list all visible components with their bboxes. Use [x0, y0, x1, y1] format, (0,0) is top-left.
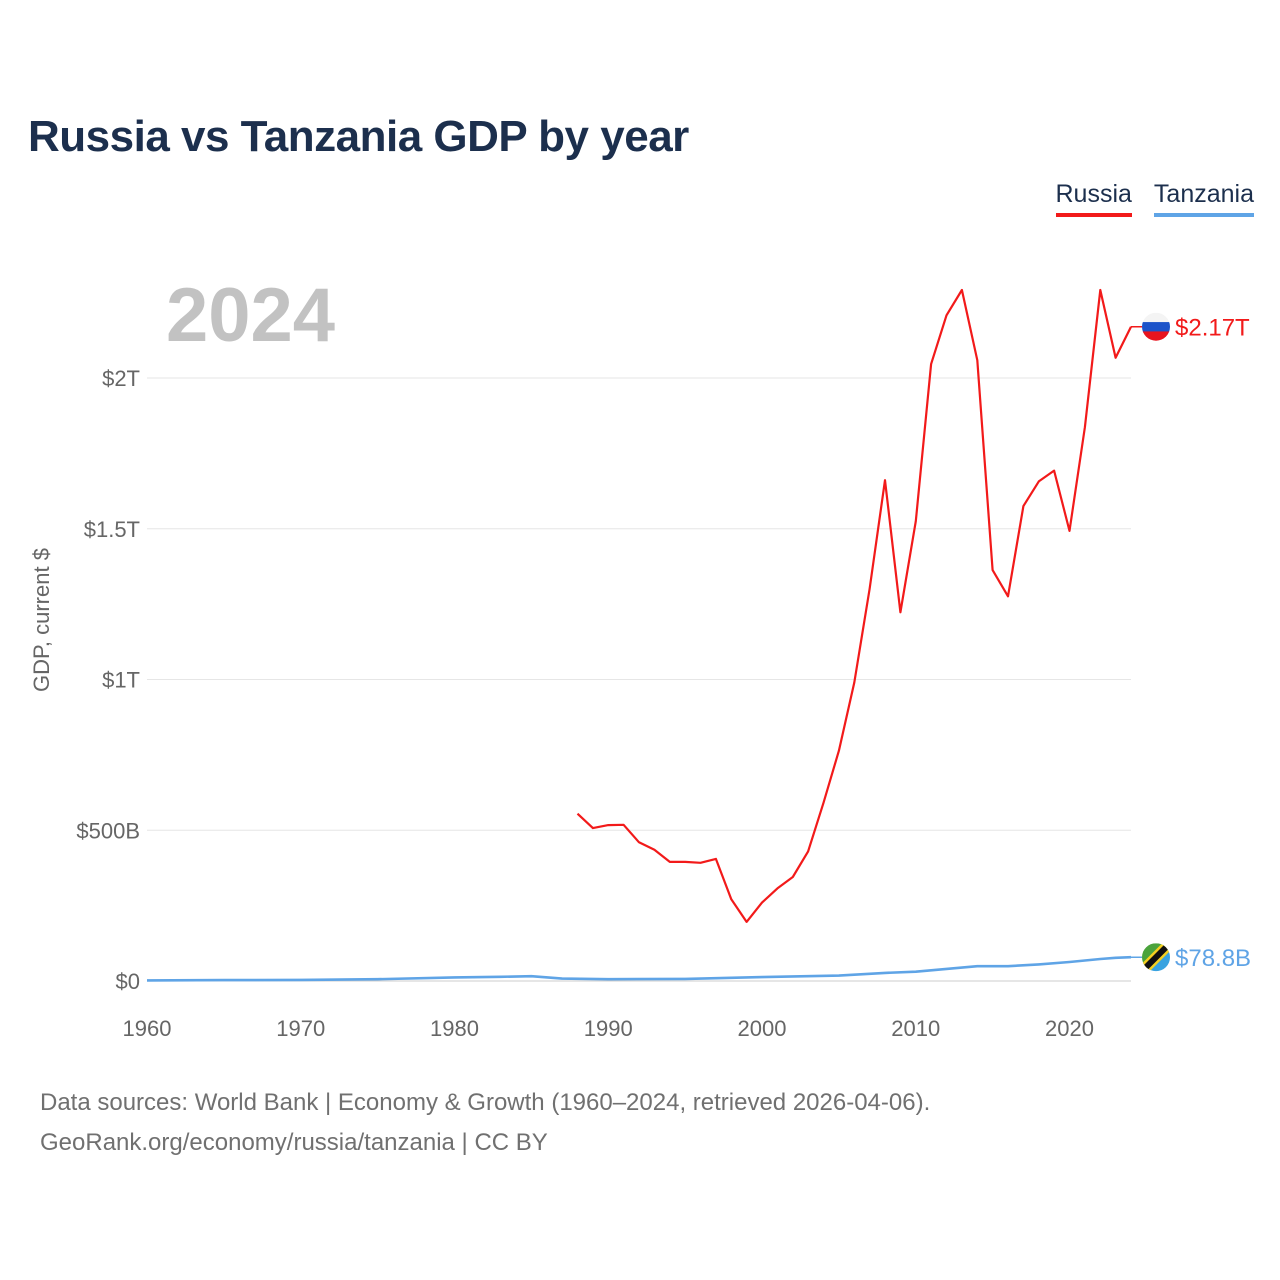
legend-item-russia[interactable]: Russia: [1055, 180, 1132, 217]
x-tick-label: 2010: [891, 1016, 940, 1041]
tanzania-flag-icon: [1142, 943, 1170, 972]
russia-flag-icon: [1142, 312, 1170, 341]
chart-title: Russia vs Tanzania GDP by year: [28, 112, 689, 161]
x-tick-label: 1990: [584, 1016, 633, 1041]
y-tick-label: $0: [116, 969, 140, 994]
x-tick-label: 1970: [276, 1016, 325, 1041]
x-tick-label: 2020: [1045, 1016, 1094, 1041]
tanzania-end-label: $78.8B: [1175, 945, 1251, 972]
x-tick-label: 1980: [430, 1016, 479, 1041]
footer: Data sources: World Bank | Economy & Gro…: [40, 1083, 930, 1163]
x-tick-label: 2000: [738, 1016, 787, 1041]
y-tick-label: $500B: [76, 818, 140, 843]
footer-sources: Data sources: World Bank | Economy & Gro…: [40, 1089, 931, 1116]
legend: Russia Tanzania: [1055, 180, 1254, 217]
russia-end-label: $2.17T: [1175, 315, 1250, 342]
series-line-russia: [576, 288, 1132, 923]
y-tick-label: $2T: [102, 366, 140, 391]
footer-attribution: GeoRank.org/economy/russia/tanzania | CC…: [40, 1129, 548, 1156]
series-line-tanzania: [146, 955, 1132, 982]
year-label: 2024: [166, 273, 336, 358]
legend-item-tanzania[interactable]: Tanzania: [1153, 180, 1254, 217]
y-tick-label: $1T: [102, 668, 140, 693]
y-tick-label: $1.5T: [84, 517, 140, 542]
x-tick-label: 1960: [123, 1016, 172, 1041]
y-axis-title: GDP, current $: [29, 548, 54, 692]
